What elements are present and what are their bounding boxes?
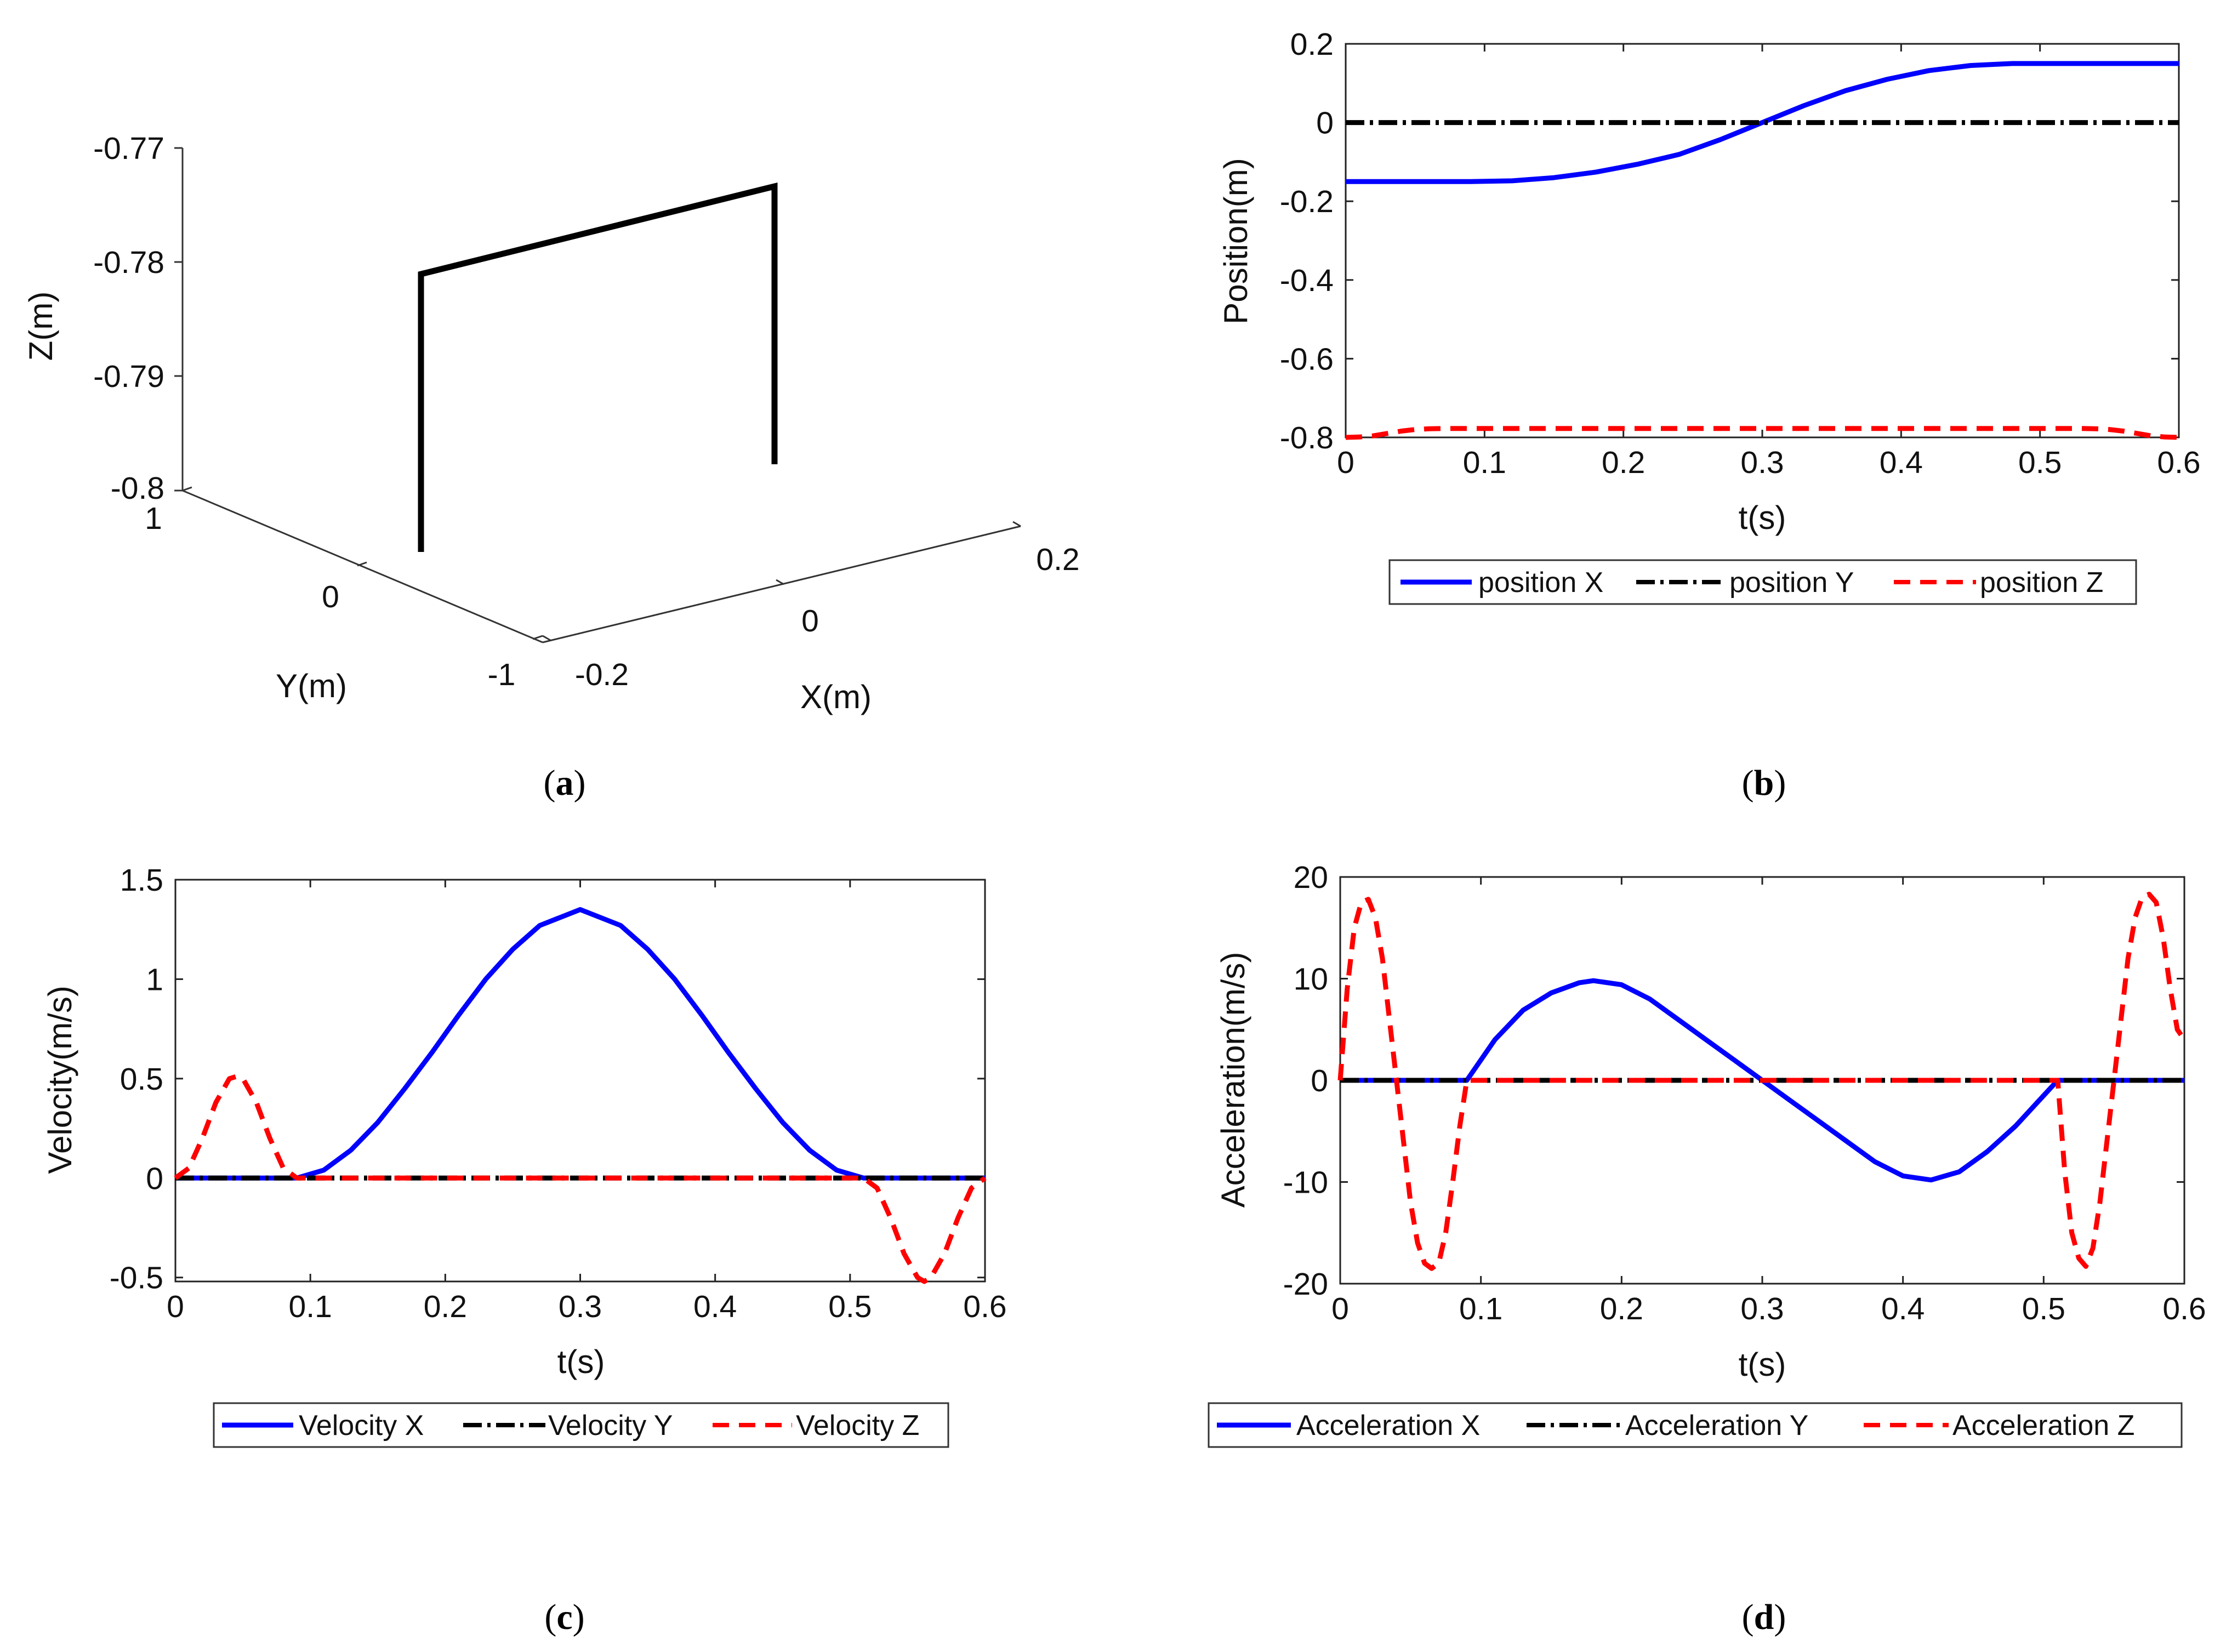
panel-d-y-tick-label: -20 [1283,1267,1328,1302]
panel-a-x-label: X(m) [800,679,872,715]
panel-a-x-axis [542,525,1021,643]
panel-c-x-tick-label: 0.6 [963,1289,1006,1324]
panel-d: 0 0.1 0.2 0.3 0.4 0.5 0.6 -20 -10 0 10 20 Accelerat… [1208,860,2206,1637]
panel-d-x-tick-label: 0.3 [1740,1291,1784,1326]
panel-b-x-label: t(s) [1739,499,1786,536]
panel-d-y-tick-label: -10 [1283,1165,1328,1200]
panel-b-y-tick-label: 0 [1316,106,1334,141]
panel-d-x-tick-label: 0.6 [2162,1291,2206,1326]
panel-c-x-label: t(s) [557,1343,605,1380]
panel-b-legend [1388,559,2137,605]
panel-c-axes-box [174,879,986,1283]
panel-c-x-tick-label: 0.4 [693,1289,737,1324]
panel-c-y-tick-label: 1 [146,962,163,997]
panel-b-y-tick-label: 0.2 [1290,27,1334,62]
panel-c-y-label: Velocity(m/s) [42,985,78,1174]
panel-b-legend-label-z: position Z [1980,567,2103,599]
panel-b-y-tick-label: -0.4 [1280,263,1334,298]
panel-c-ticks: 0 0.1 0.2 0.3 0.4 0.5 0.6-0.500.511.5 [110,863,1007,1324]
panel-a-z-tick-label: -0.77 [93,131,164,166]
panel-b-series-x [1346,61,2179,184]
panel-d-legend-label-z: Acceleration Z [1952,1410,2134,1442]
panel-b-axes-box [1345,43,2180,438]
panel-d-y-tick-label: 20 [1294,860,1328,895]
panel-c-legend-label-y: Velocity Y [548,1410,673,1442]
panel-c-series-x [175,907,985,1181]
panel-d-x-label: t(s) [1739,1346,1786,1383]
panel-d-series-z [1337,892,2187,1271]
panel-b-y-tick-label: -0.6 [1280,341,1334,377]
panel-d-series [1337,892,2187,1271]
panel-c-x-tick-label: 0.2 [424,1289,467,1324]
panel-d-x-tick-label: 0 [1331,1291,1349,1326]
panel-d-y-label: Acceleration(m/s) [1215,952,1251,1208]
panel-c-y-tick-label: -0.5 [110,1261,163,1296]
panel-d-y-tick-label: 0 [1311,1063,1328,1098]
panel-b-y-label: Position(m) [1217,158,1254,324]
panel-a-z-tick-label: -0.78 [93,245,164,280]
panel-b-ticks: 0 0.1 0.2 0.3 0.4 0.5 0.6 -0.8 -0.6 -0.4 -0.2 0 0.2 [1280,27,2201,480]
panel-c-x-tick-label: 0.5 [828,1289,872,1324]
panel-c-legend-label-x: Velocity X [299,1410,424,1442]
panel-a-x-tick [776,579,784,585]
panel-d-y-tick-label: 10 [1294,962,1328,997]
panel-b-y-tick-label: -0.8 [1280,420,1334,455]
panel-d-ticks: 0 0.1 0.2 0.3 0.4 0.5 0.6 -20 -10 0 10 20 [1283,860,2206,1326]
panel-d-caption: (d) [1742,1597,1786,1637]
panel-b-x-tick-label: 0 [1337,445,1354,480]
panel-b-x-tick-label: 0.1 [1463,445,1506,480]
panel-c-series-z [174,1074,987,1284]
panel-d-x-tick-label: 0.1 [1459,1291,1502,1326]
panel-a-y-tick-label: 1 [145,501,162,536]
panel-c-legend [213,1402,949,1448]
panel-c-y-tick-label: 0.5 [120,1062,163,1097]
panel-a-z-tick-label: -0.8 [111,471,164,506]
panel-d-x-tick-label: 0.5 [2022,1291,2065,1326]
panel-c-y-tick-label: 1.5 [120,863,163,898]
panel-a-x-tick-label: -0.2 [575,657,629,692]
panel-b: 0 0.1 0.2 0.3 0.4 0.5 0.6-0.8-0.6-0.4-0.200.2 … [1217,27,2201,803]
panel-b-x-tick-label: 0.2 [1602,445,1645,480]
panel-c: 0 0.1 0.2 0.3 0.4 0.5 0.6-0.500.511.5 Velocity… [42,863,1007,1637]
panel-b-x-tick-label: 0.5 [2018,445,2062,480]
panel-b-caption: (b) [1742,763,1786,803]
panel-a-y-tick-label: -1 [488,657,516,692]
panel-d-legend-label-x: Acceleration X [1296,1410,1480,1442]
panel-c-x-tick-label: 0.1 [289,1289,332,1324]
panel-b-legend-label-x: position X [1478,567,1603,599]
panel-a-x-tick-label: 0.2 [1036,542,1079,577]
panel-c-caption: (c) [544,1597,584,1637]
panel-b-legend-label-y: position Y [1729,567,1854,599]
panel-c-series [174,907,987,1284]
panel-a-y-tick [532,635,543,640]
panel-c-x-tick-label: 0 [167,1289,184,1324]
panel-b-x-tick-label: 0.4 [1880,445,1923,480]
panel-a: -0.77 -0.78 -0.79 -0.8 Z(m) 1 0 -1 Y(m) … [22,131,1080,803]
panel-a-caption: (a) [544,763,586,803]
panel-a-x-tick-label: 0 [801,603,819,639]
panel-a-trajectory [418,182,778,552]
panel-a-y-tick [357,561,367,567]
panel-d-x-tick-label: 0.2 [1600,1291,1643,1326]
panel-b-y-tick-label: -0.2 [1280,184,1334,219]
panel-c-x-tick-label: 0.3 [559,1289,602,1324]
panel-a-x-tick [1012,521,1021,527]
panel-a-y-axis [182,489,543,643]
panel-c-y-tick-label: 0 [146,1161,163,1196]
panel-a-y-tick-label: 0 [322,579,339,614]
panel-a-y-label: Y(m) [276,668,347,704]
panel-b-x-tick-label: 0.6 [2157,445,2200,480]
panel-b-x-tick-label: 0.3 [1740,445,1784,480]
panel-d-legend [1208,1402,2183,1448]
panel-b-series-z [1345,426,2179,440]
panel-a-z-label: Z(m) [22,292,59,361]
panel-d-legend-label-y: Acceleration Y [1625,1410,1808,1442]
panel-d-x-tick-label: 0.4 [1881,1291,1925,1326]
panel-a-y-tick [182,486,192,492]
panel-a-z-tick-label: -0.79 [93,359,164,394]
panel-c-legend-label-z: Velocity Z [796,1410,919,1442]
panel-a-x-tick [542,635,551,641]
panel-b-series [1345,61,2179,440]
